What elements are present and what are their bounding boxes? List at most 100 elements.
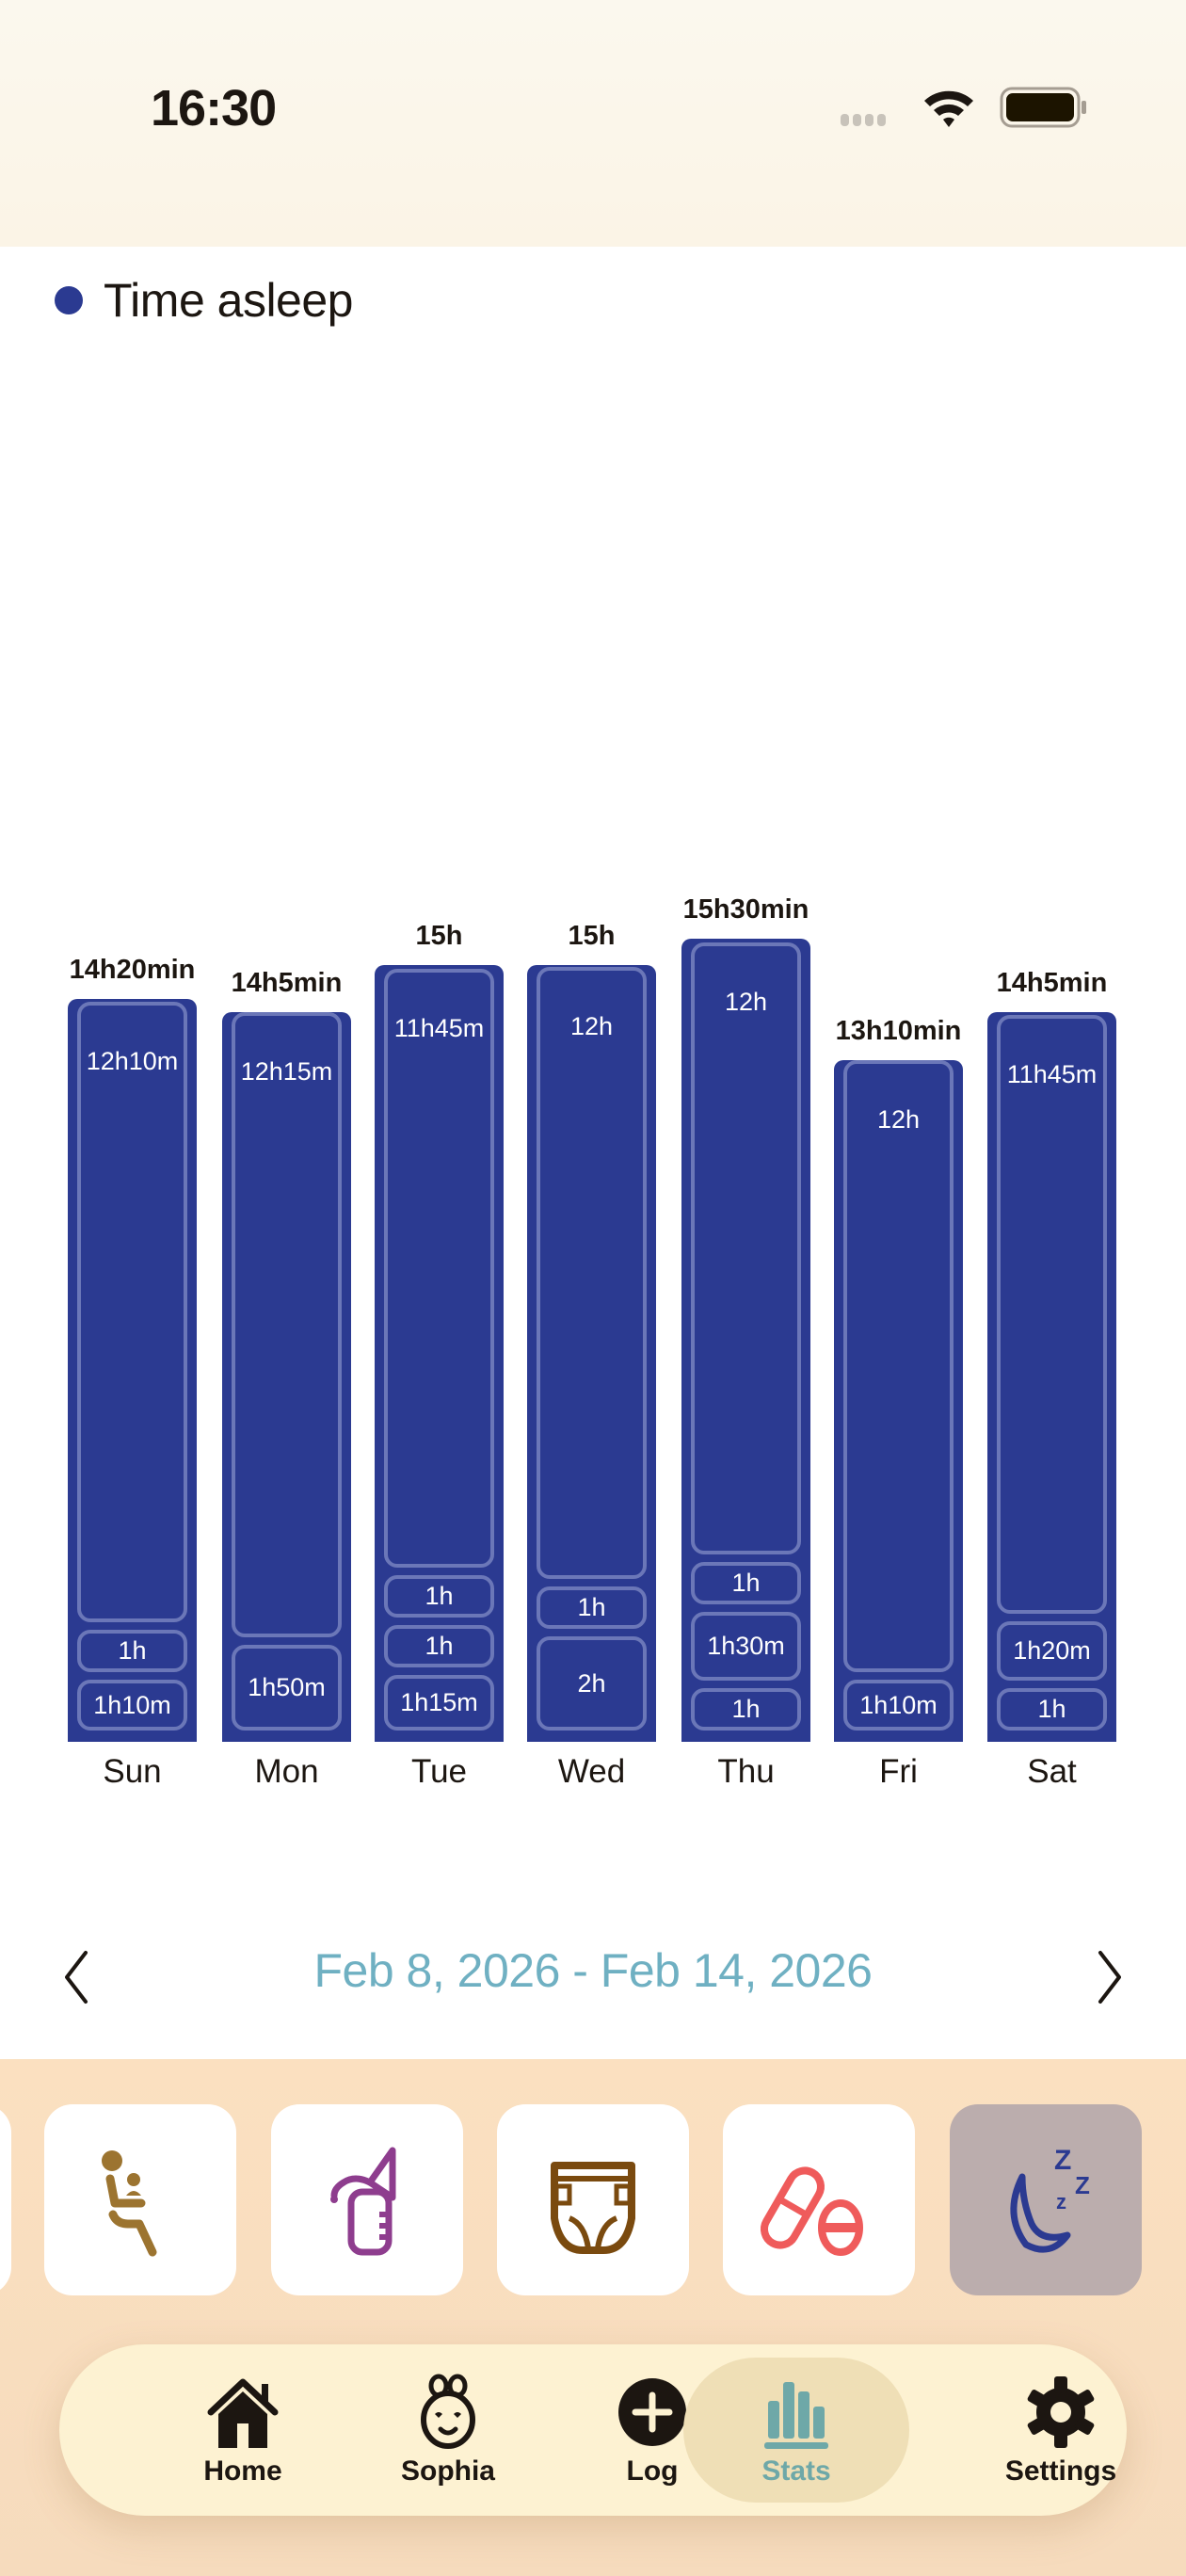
day-label-sat: Sat: [1027, 1753, 1077, 1790]
day-label-mon: Mon: [254, 1753, 319, 1790]
segment-duration-label: 1h10m: [859, 1690, 938, 1719]
sleep-segment[interactable]: 1h15m: [384, 1675, 494, 1731]
chart-legend: Time asleep: [55, 273, 353, 328]
segment-duration-label: 12h: [569, 1011, 614, 1040]
chevron-left-icon: [65, 1951, 88, 2004]
status-time: 16:30: [151, 80, 277, 137]
date-range-label[interactable]: Feb 8, 2026 - Feb 14, 2026: [313, 1944, 873, 1997]
segment-duration-label: 11h45m: [393, 1013, 485, 1042]
gear-icon: [1027, 2376, 1095, 2448]
segment-duration-label: 12h: [724, 987, 768, 1016]
sleep-segment[interactable]: 1h10m: [77, 1680, 187, 1731]
breast-pump-icon: [330, 2147, 396, 2255]
bar-stack: 11h45m 1h 1h 1h15m: [375, 965, 504, 1742]
day-label-wed: Wed: [557, 1753, 626, 1790]
activity-tile-pumping[interactable]: [271, 2104, 463, 2295]
activity-tile-feeding[interactable]: [44, 2104, 236, 2295]
segment-duration-label: 11h45m: [1006, 1059, 1098, 1088]
segment-duration-label: 1h30m: [707, 1632, 785, 1660]
day-label-tue: Tue: [410, 1753, 467, 1790]
segment-duration-label: 1h20m: [1013, 1636, 1091, 1665]
tab-bar: Home Sophia Log: [59, 2344, 1127, 2516]
diaper-icon: [551, 2161, 635, 2254]
bar-tue[interactable]: 15h 11h45m 1h 1h 1h15m: [375, 921, 504, 1742]
activity-tile-sleep[interactable]: Z Z z: [950, 2104, 1142, 2295]
bar-stack: 12h 1h10m: [834, 1060, 963, 1742]
svg-text:Z: Z: [1054, 2145, 1071, 2176]
segment-duration-label: 1h: [577, 1593, 606, 1621]
sleep-segment[interactable]: 11h45m: [384, 969, 494, 1568]
plus-circle-icon: [618, 2378, 686, 2446]
next-week-button[interactable]: [1087, 1947, 1134, 2007]
bottom-panel: Z Z z Home Sophia: [0, 2059, 1186, 2576]
sleep-segment[interactable]: 1h: [77, 1630, 187, 1672]
tab-log[interactable]: Log: [539, 2358, 765, 2503]
chevron-right-icon: [1098, 1951, 1121, 2004]
sleep-segment[interactable]: 1h: [537, 1586, 647, 1629]
legend-label: Time asleep: [104, 274, 353, 327]
cellular-signal-icon: [841, 114, 886, 126]
sleep-segment[interactable]: 1h10m: [843, 1680, 954, 1731]
bar-sat[interactable]: 14h5min 11h45m 1h20m 1h: [987, 968, 1116, 1742]
moon-zzz-icon: Z Z z: [1010, 2145, 1090, 2253]
bar-total-label: 14h5min: [231, 968, 343, 998]
segment-duration-label: 1h: [731, 1569, 761, 1597]
day-label-sun: Sun: [103, 1753, 162, 1790]
sleep-segment[interactable]: 1h: [384, 1625, 494, 1667]
bar-stack: 12h10m 1h 1h10m: [68, 999, 197, 1742]
segment-duration-label: 1h50m: [248, 1673, 326, 1701]
segment-duration-label: 12h10m: [86, 1046, 179, 1075]
bar-total-label: 15h: [415, 921, 463, 951]
tab-home[interactable]: Home: [130, 2358, 356, 2503]
sleep-segment[interactable]: 12h: [843, 1060, 954, 1672]
segment-duration-label: 2h: [577, 1668, 606, 1698]
sleep-segment[interactable]: 12h: [537, 967, 647, 1579]
tab-settings[interactable]: Settings: [948, 2358, 1174, 2503]
sleep-segment[interactable]: 1h50m: [232, 1645, 342, 1731]
sleep-segment[interactable]: 2h: [537, 1636, 647, 1731]
bar-chart-icon: [764, 2382, 828, 2449]
sleep-segment[interactable]: 12h: [691, 942, 801, 1554]
sleep-segment[interactable]: 11h45m: [997, 1015, 1107, 1614]
segment-duration-label: 1h: [1037, 1695, 1066, 1723]
tab-sophia[interactable]: Sophia: [335, 2358, 561, 2503]
bar-total-label: 14h5min: [996, 968, 1108, 998]
bar-total-label: 14h20min: [69, 955, 196, 985]
nursing-icon: [102, 2149, 157, 2256]
activity-tile-medicine[interactable]: [723, 2104, 915, 2295]
house-icon: [207, 2378, 279, 2448]
sleep-segment[interactable]: 12h10m: [77, 1002, 187, 1622]
bar-stack: 12h15m 1h50m: [222, 1012, 351, 1742]
sleep-segment[interactable]: 12h15m: [232, 1012, 342, 1637]
sleep-segment[interactable]: 1h: [691, 1562, 801, 1604]
legend-dot: [55, 286, 83, 314]
segment-duration-label: 12h: [876, 1104, 921, 1134]
sleep-bar-chart: 14h20min 12h10m 1h 1h10m Sun 14h5min 12h15m 1h5…: [0, 847, 1186, 1836]
sleep-segment[interactable]: 1h20m: [997, 1621, 1107, 1681]
sleep-segment[interactable]: 1h: [997, 1688, 1107, 1731]
bar-fri[interactable]: 13h10min 12h 1h10m: [834, 1016, 963, 1742]
previous-week-button[interactable]: [52, 1947, 99, 2007]
segment-duration-label: 1h: [425, 1582, 454, 1610]
bar-total-label: 15h30min: [682, 894, 809, 925]
bar-wed[interactable]: 15h 12h 1h 2h: [527, 921, 656, 1742]
bar-stack: 12h 1h 1h30m 1h: [681, 939, 810, 1742]
bar-sun[interactable]: 14h20min 12h10m 1h 1h10m: [68, 955, 197, 1742]
sleep-segment[interactable]: 1h30m: [691, 1612, 801, 1681]
sleep-segment[interactable]: 1h: [384, 1575, 494, 1618]
date-navigation: Feb 8, 2026 - Feb 14, 2026: [0, 1921, 1186, 2024]
activity-tile-diaper[interactable]: [497, 2104, 689, 2295]
segment-duration-label: 1h: [118, 1636, 147, 1665]
svg-text:Z: Z: [1075, 2171, 1090, 2199]
bar-thu[interactable]: 15h30min 12h 1h 1h30m 1h: [681, 894, 810, 1742]
segment-duration-label: 12h15m: [240, 1056, 333, 1086]
wifi-icon: [924, 90, 973, 127]
activity-tile-partial[interactable]: [0, 2104, 11, 2295]
sleep-segment[interactable]: 1h: [691, 1688, 801, 1731]
segment-duration-label: 1h: [731, 1695, 761, 1723]
status-bar: 16:30: [0, 0, 1186, 247]
bar-stack: 12h 1h 2h: [527, 965, 656, 1742]
day-label-thu: Thu: [717, 1753, 775, 1790]
tab-stats[interactable]: Stats: [683, 2358, 909, 2503]
bar-mon[interactable]: 14h5min 12h15m 1h50m: [222, 968, 351, 1742]
